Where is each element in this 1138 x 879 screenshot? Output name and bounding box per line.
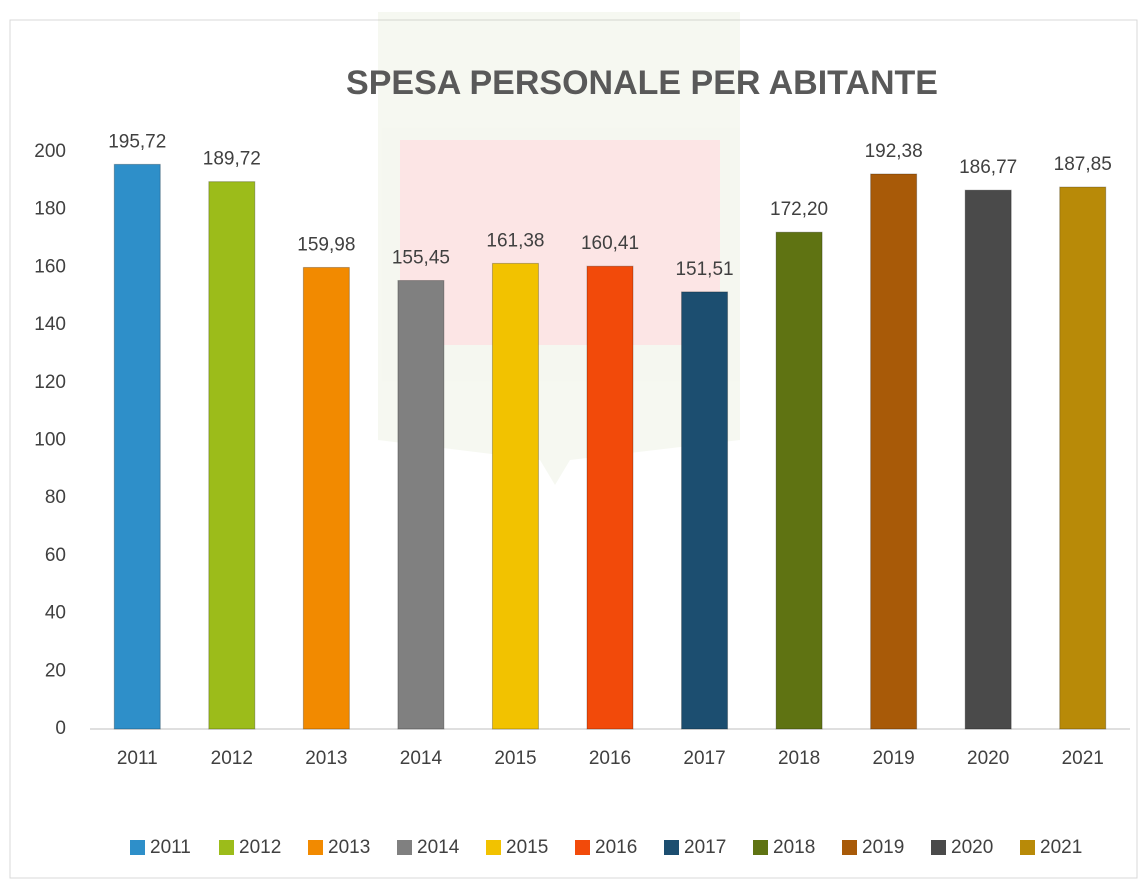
- legend-swatch: [219, 840, 234, 855]
- value-label: 192,38: [865, 141, 923, 162]
- y-tick-label: 80: [45, 487, 66, 508]
- legend-label: 2018: [773, 837, 815, 858]
- value-label: 195,72: [108, 131, 166, 152]
- x-tick-label: 2016: [589, 748, 631, 769]
- x-tick-label: 2015: [494, 748, 536, 769]
- bar: [775, 231, 823, 730]
- bar: [491, 262, 539, 730]
- value-label: 172,20: [770, 199, 828, 220]
- legend-swatch: [753, 840, 768, 855]
- legend-label: 2021: [1040, 837, 1082, 858]
- bar: [870, 173, 918, 730]
- y-tick-label: 140: [34, 314, 66, 335]
- legend-swatch: [130, 840, 145, 855]
- legend-label: 2016: [595, 837, 637, 858]
- y-tick-label: 20: [45, 660, 66, 681]
- bar: [681, 291, 729, 730]
- legend-swatch: [397, 840, 412, 855]
- legend-swatch: [1020, 840, 1035, 855]
- x-tick-label: 2020: [967, 748, 1009, 769]
- value-label: 159,98: [297, 234, 355, 255]
- y-tick-label: 40: [45, 603, 66, 624]
- legend-label: 2014: [417, 837, 460, 858]
- legend-label: 2017: [684, 837, 726, 858]
- y-tick-label: 180: [34, 199, 66, 220]
- x-tick-label: 2013: [305, 748, 347, 769]
- chart-title: SPESA PERSONALE PER ABITANTE: [346, 64, 938, 102]
- value-label: 187,85: [1054, 154, 1112, 175]
- bar: [1059, 186, 1107, 730]
- bar: [302, 266, 350, 730]
- bar: [586, 265, 634, 730]
- bar: [113, 163, 161, 730]
- y-tick-label: 0: [55, 718, 66, 739]
- value-label: 151,51: [675, 259, 733, 280]
- legend-swatch: [575, 840, 590, 855]
- legend-swatch: [842, 840, 857, 855]
- y-tick-label: 200: [34, 141, 66, 162]
- chart-border: [9, 19, 1138, 879]
- y-tick-label: 160: [34, 256, 66, 277]
- value-label: 189,72: [203, 149, 261, 170]
- x-tick-label: 2019: [872, 748, 914, 769]
- x-tick-label: 2017: [683, 748, 725, 769]
- bar: [397, 280, 445, 730]
- legend-label: 2011: [150, 837, 191, 858]
- x-tick-label: 2018: [778, 748, 820, 769]
- x-tick-label: 2021: [1062, 748, 1104, 769]
- legend-label: 2019: [862, 837, 904, 858]
- value-label: 186,77: [959, 157, 1017, 178]
- legend-label: 2012: [239, 837, 281, 858]
- x-tick-label: 2012: [211, 748, 253, 769]
- y-tick-label: 120: [34, 372, 66, 393]
- value-label: 155,45: [392, 248, 450, 269]
- value-label: 161,38: [486, 230, 544, 251]
- x-tick-label: 2011: [117, 748, 158, 769]
- bar: [208, 181, 256, 730]
- background-emblem: [378, 12, 740, 485]
- legend-label: 2013: [328, 837, 370, 858]
- legend-swatch: [931, 840, 946, 855]
- legend-swatch: [308, 840, 323, 855]
- legend-swatch: [664, 840, 679, 855]
- legend-label: 2015: [506, 837, 548, 858]
- legend-swatch: [486, 840, 501, 855]
- bar: [964, 189, 1012, 730]
- y-tick-label: 100: [34, 430, 66, 451]
- value-label: 160,41: [581, 233, 639, 254]
- legend-label: 2020: [951, 837, 993, 858]
- x-tick-label: 2014: [400, 748, 443, 769]
- y-tick-label: 60: [45, 545, 66, 566]
